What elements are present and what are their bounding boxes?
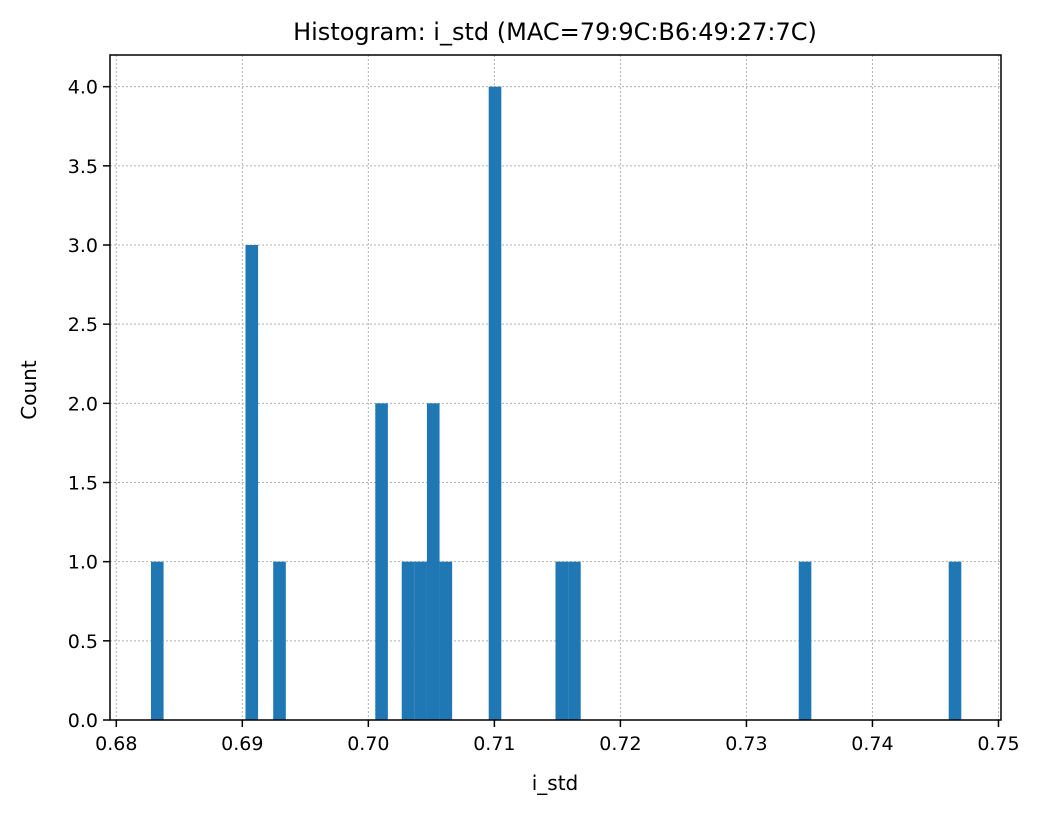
- x-tick-label: 0.71: [473, 733, 515, 755]
- y-tick-label: 2.0: [68, 393, 98, 415]
- x-tick-label: 0.73: [725, 733, 767, 755]
- histogram-bar: [439, 561, 453, 720]
- x-tick-label: 0.74: [851, 733, 893, 755]
- histogram-bar: [401, 561, 415, 720]
- histogram-bar: [568, 561, 581, 720]
- plot-frame: [109, 54, 1002, 721]
- histogram-bar: [414, 561, 427, 720]
- x-axis-label: i_std: [532, 771, 579, 795]
- chart-title: Histogram: i_std (MAC=79:9C:B6:49:27:7C): [293, 18, 817, 46]
- histogram-bar: [375, 403, 388, 720]
- x-axis-ticks: 0.68 0.69 0.70 0.71 0.72 0.73 0.74 0.75: [95, 720, 1020, 755]
- y-tick-label: 1.5: [68, 473, 98, 495]
- histogram-bar: [273, 561, 286, 720]
- x-tick-label: 0.70: [347, 733, 389, 755]
- y-tick-label: 0.5: [68, 631, 98, 653]
- x-tick-label: 0.72: [599, 733, 641, 755]
- histogram-bar: [948, 561, 962, 720]
- histogram-bar: [426, 403, 440, 720]
- histogram-bar: [488, 86, 502, 720]
- y-tick-label: 2.5: [68, 314, 98, 336]
- y-tick-label: 3.5: [68, 156, 98, 178]
- x-tick-label: 0.68: [95, 733, 137, 755]
- bars-layer: [150, 86, 962, 720]
- histogram-bar: [798, 561, 812, 720]
- y-tick-label: 3.0: [68, 235, 98, 257]
- y-tick-label: 1.0: [68, 552, 98, 574]
- histogram-bar: [245, 245, 259, 720]
- y-tick-label: 0.0: [68, 710, 98, 732]
- histogram-bar: [150, 561, 164, 720]
- y-axis-ticks: 0.0 0.5 1.0 1.5 2.0 2.5 3.0 3.5 4.0: [68, 77, 110, 732]
- histogram-bar: [555, 561, 569, 720]
- y-tick-label: 4.0: [68, 77, 98, 99]
- x-tick-label: 0.69: [221, 733, 263, 755]
- y-axis-label: Count: [17, 360, 41, 420]
- x-tick-label: 0.75: [977, 733, 1019, 755]
